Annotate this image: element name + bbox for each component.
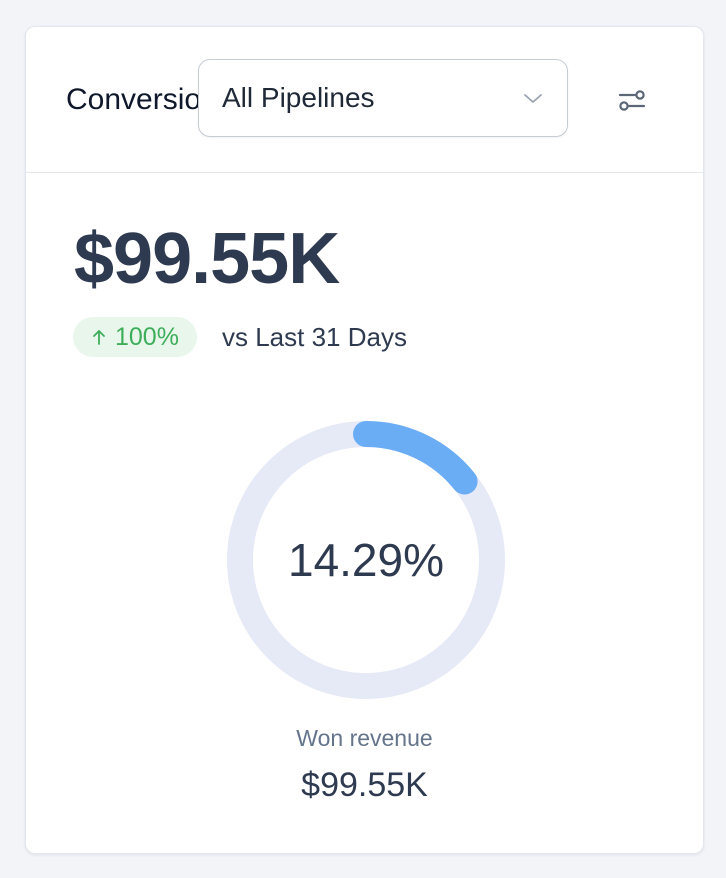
comparison-period: vs Last 31 Days xyxy=(222,322,407,352)
gauge-fill xyxy=(227,421,505,699)
conversion-gauge xyxy=(227,421,505,699)
change-percent: 100% xyxy=(115,322,179,351)
won-revenue-label: Won revenue xyxy=(296,725,433,751)
metric-value: $99.55K xyxy=(74,219,340,299)
won-revenue-value: $99.55K xyxy=(301,766,428,804)
filter-sliders-icon[interactable] xyxy=(616,85,648,117)
change-badge: 100% xyxy=(73,317,197,357)
card-header: Conversion Rate All Pipelines xyxy=(26,27,703,173)
pipeline-select-value: All Pipelines xyxy=(222,82,375,113)
conversion-card: Conversion Rate All Pipelines $99.55K 10… xyxy=(25,26,704,854)
gauge-percent: 14.29% xyxy=(287,534,444,586)
arrow-up-icon xyxy=(93,330,105,345)
card-title: Conversion Rate xyxy=(66,83,208,116)
pipeline-select[interactable]: All Pipelines xyxy=(198,59,568,137)
chevron-down-icon xyxy=(524,94,542,103)
